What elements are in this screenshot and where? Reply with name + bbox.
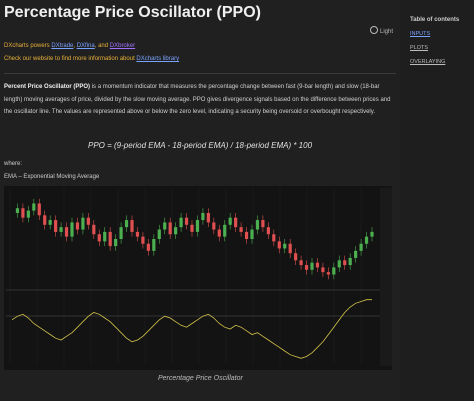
candle-body	[81, 217, 85, 230]
candle-body	[332, 267, 336, 275]
candle-body	[168, 222, 172, 235]
dxcharts-library-link[interactable]: DXcharts library	[136, 56, 180, 62]
website-line: Check our website to find more informati…	[4, 56, 179, 62]
dxtrade-link[interactable]: DXtrade	[51, 43, 74, 49]
price-scale	[380, 188, 392, 366]
where-label: where:	[4, 161, 23, 167]
candle-body	[141, 236, 145, 244]
candle-body	[124, 220, 129, 228]
candle-body	[119, 227, 123, 239]
candle-body	[103, 231, 107, 242]
candle-body	[75, 222, 80, 230]
candle-body	[364, 236, 369, 244]
candle-body	[190, 224, 194, 232]
candle-body	[348, 257, 352, 266]
candle-body	[304, 265, 309, 270]
candle-body	[21, 208, 25, 218]
candle-body	[212, 222, 216, 230]
candle-body	[92, 224, 96, 235]
page-title: Percentage Price Oscillator (PPO)	[4, 4, 261, 21]
main-content: Percentage Price Oscillator (PPO) Light …	[4, 4, 396, 382]
toc-item-overlaying[interactable]: OVERLAYING	[410, 59, 446, 65]
ema-definition: EMA – Exponential Moving Average	[4, 174, 100, 180]
description: Percent Price Oscillator (PPO) is a mome…	[4, 81, 396, 119]
candle-body	[26, 210, 30, 218]
powers-prefix: DXcharts powers	[4, 43, 50, 49]
candle-body	[326, 272, 330, 275]
candle-body	[184, 217, 189, 225]
candle-body	[195, 220, 200, 232]
description-body: is a momentum indicator that measures th…	[4, 84, 391, 115]
divider	[4, 73, 396, 74]
candle-body	[130, 220, 134, 232]
candle-body	[228, 217, 232, 225]
candle-body	[15, 208, 20, 213]
dxfina-link[interactable]: DXfina	[76, 43, 95, 49]
chart-screenshot	[4, 186, 392, 370]
candle-body	[272, 234, 276, 242]
candle-body	[54, 220, 58, 232]
candle-body	[217, 229, 221, 237]
dxbroker-link[interactable]: DXbroker	[109, 43, 136, 49]
candle-body	[337, 260, 341, 268]
candle-body	[321, 267, 325, 273]
candle-body	[223, 224, 227, 237]
candle-body	[86, 217, 90, 225]
theme-toggle[interactable]: Light	[370, 26, 393, 35]
candle-body	[244, 231, 249, 239]
candle-body	[250, 229, 254, 239]
candle-body	[64, 227, 69, 237]
candle-body	[370, 231, 374, 237]
candle-body	[32, 203, 36, 211]
candle-body	[294, 253, 298, 261]
candle-body	[157, 229, 161, 239]
sun-icon	[370, 26, 378, 34]
candle-body	[59, 227, 63, 232]
ppo-chart	[6, 188, 392, 366]
candle-body	[359, 243, 363, 251]
candle-body	[261, 220, 265, 228]
ppo-formula: PPO = (9-period EMA - 18-period EMA) / 1…	[88, 141, 313, 150]
table-of-contents: Table of contents INPUTS PLOTS OVERLAYIN…	[410, 17, 459, 73]
powers-sep: ,	[73, 43, 76, 49]
candle-body	[114, 239, 118, 247]
candle-body	[234, 217, 238, 228]
candle-body	[43, 215, 47, 225]
toc-title: Table of contents	[410, 17, 460, 23]
candle-body	[206, 212, 210, 223]
candle-body	[354, 250, 358, 258]
candle-body	[201, 212, 205, 221]
candle-body	[135, 231, 140, 237]
candle-body	[97, 234, 101, 242]
candle-body	[266, 227, 270, 235]
ppo-series-line	[11, 299, 372, 359]
candle-body	[70, 222, 74, 237]
candle-body	[163, 222, 167, 230]
powers-and: , and	[94, 43, 109, 49]
toc-item-inputs[interactable]: INPUTS	[410, 31, 431, 37]
toc-item-plots[interactable]: PLOTS	[410, 45, 429, 51]
theme-toggle-label: Light	[380, 29, 394, 35]
powers-line: DXcharts powers DXtrade, DXfina, and DXb…	[4, 43, 135, 49]
candle-body	[239, 227, 243, 232]
candle-body	[255, 220, 260, 230]
candle-body	[288, 243, 292, 254]
candle-body	[343, 260, 347, 266]
chart-caption: Percentage Price Oscillator	[158, 375, 243, 382]
candle-body	[315, 262, 320, 268]
candle-body	[146, 243, 150, 251]
website-text: Check our website to find more informati…	[4, 56, 135, 62]
candle-body	[108, 231, 112, 247]
candle-body	[37, 203, 41, 216]
candle-body	[299, 260, 303, 266]
description-term: Percent Price Oscillator (PPO)	[4, 84, 91, 90]
candle-body	[283, 243, 287, 249]
candle-body	[179, 217, 183, 228]
candle-body	[48, 220, 52, 225]
candle-body	[174, 227, 178, 235]
candle-body	[277, 241, 281, 249]
candle-body	[310, 262, 314, 270]
candle-body	[152, 239, 156, 251]
